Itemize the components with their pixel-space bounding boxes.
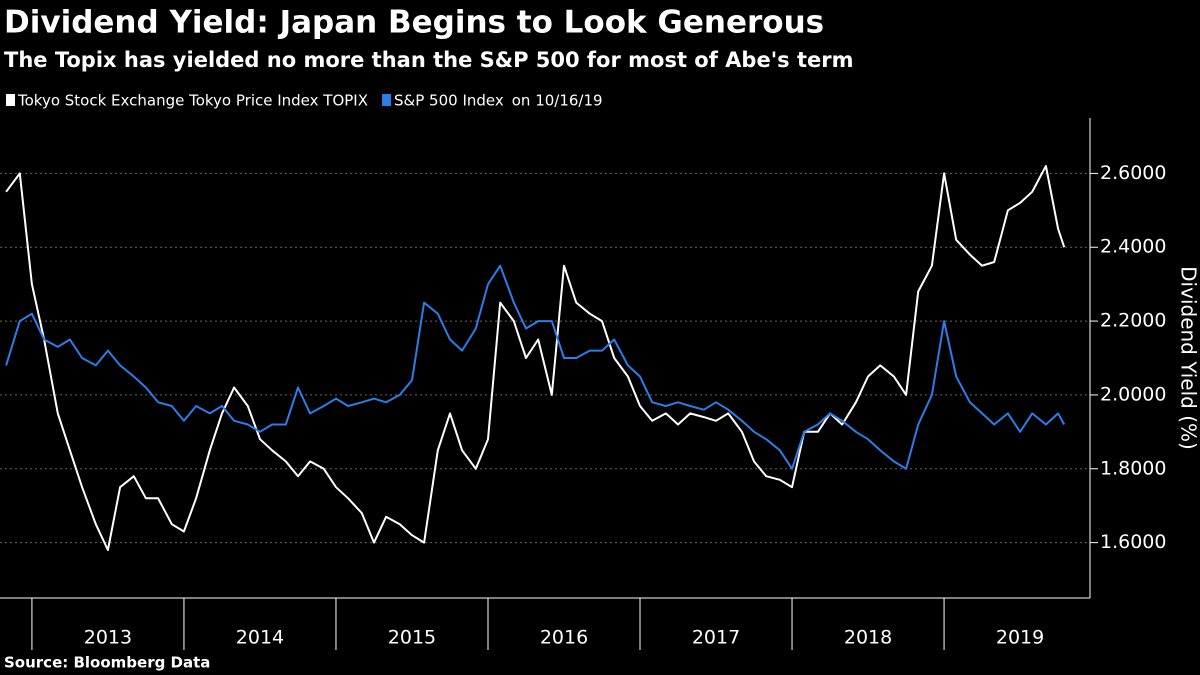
x-tick-label: 2013: [84, 627, 132, 649]
y-tick-label: 1.8000: [1100, 457, 1166, 479]
y-tick-label: 2.6000: [1100, 162, 1166, 184]
x-tick-label: 2016: [540, 627, 588, 649]
y-tick-label: 1.6000: [1100, 531, 1166, 553]
x-tick-label: 2014: [236, 627, 284, 649]
x-tick-label: 2019: [996, 627, 1044, 649]
y-tick-label: 2.2000: [1100, 310, 1166, 332]
chart-subtitle: The Topix has yielded no more than the S…: [4, 48, 853, 72]
x-tick-label: 2018: [844, 627, 892, 649]
legend-note: on 10/16/19: [512, 92, 603, 110]
series-line: [5, 264, 1066, 470]
x-tick-label: 2017: [692, 627, 740, 649]
legend-swatch: [6, 94, 15, 106]
chart-title: Dividend Yield: Japan Begins to Look Gen…: [4, 5, 824, 41]
y-tick-label: 2.0000: [1100, 383, 1166, 405]
legend-swatch: [382, 94, 392, 106]
x-tick-label: 2015: [388, 627, 436, 649]
series-line: [5, 165, 1066, 551]
source: Source: Bloomberg Data: [4, 654, 210, 672]
y-tick-label: 2.4000: [1100, 236, 1166, 258]
legend-label: S&P 500 Index: [394, 92, 504, 110]
y-axis-title: Dividend Yield (%): [1177, 266, 1200, 450]
legend-label: Tokyo Stock Exchange Tokyo Price Index T…: [17, 92, 368, 110]
